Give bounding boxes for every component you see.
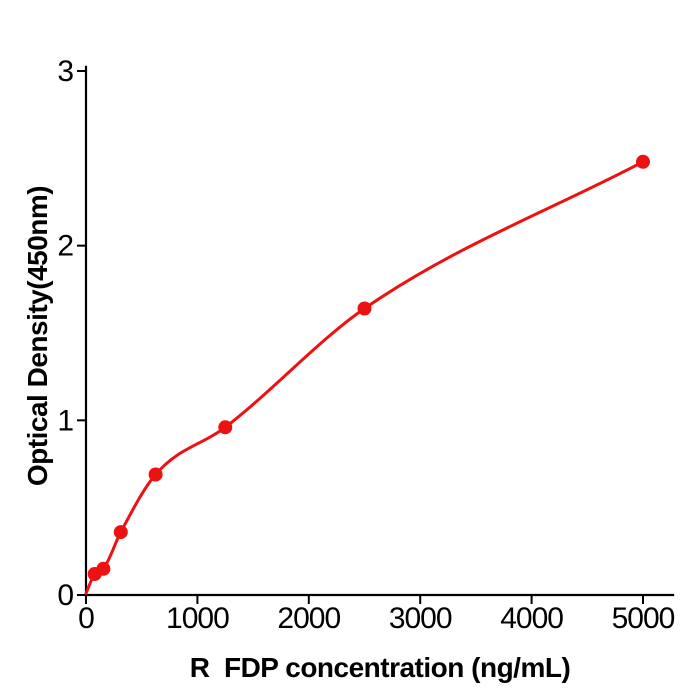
data-point-marker: [357, 301, 372, 316]
y-axis-title: Optical Density(450nm): [22, 186, 53, 486]
data-point-marker: [636, 154, 650, 169]
data-point-marker: [218, 420, 233, 435]
data-point-marker: [96, 561, 111, 576]
y-tick-label: 0: [57, 579, 73, 612]
x-tick-label: 5000: [612, 602, 675, 635]
x-tick-label: 2000: [277, 602, 340, 635]
x-tick-label: 4000: [500, 602, 563, 635]
y-tick-label: 2: [57, 230, 73, 263]
x-tick-label: 3000: [389, 602, 452, 635]
x-tick-label: 0: [78, 602, 94, 635]
y-tick-label: 1: [57, 404, 73, 437]
x-axis-title: R FDP concentration (ng/mL): [190, 652, 571, 683]
plot-area: [84, 154, 650, 595]
data-point-marker: [113, 525, 128, 540]
fit-curve-line: [84, 160, 645, 595]
data-point-marker: [148, 467, 163, 482]
x-tick-label: 1000: [166, 602, 229, 635]
y-tick-label: 3: [57, 55, 73, 88]
axes: 0 1000 2000 3000 4000 5000 0 1 2 3: [57, 55, 675, 635]
